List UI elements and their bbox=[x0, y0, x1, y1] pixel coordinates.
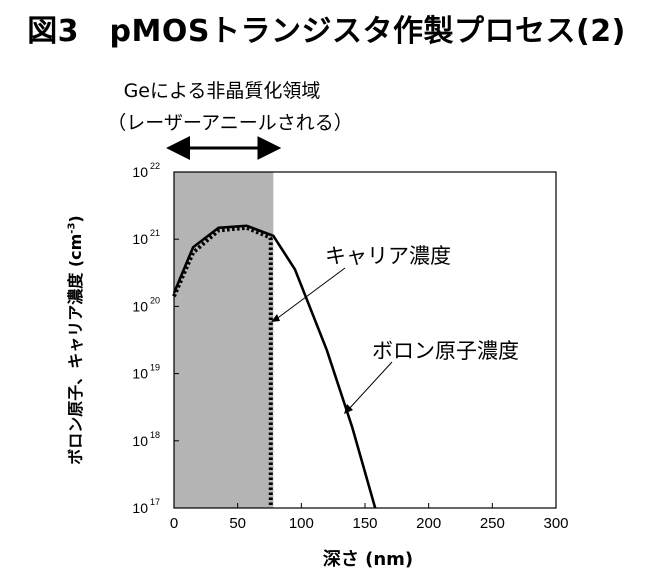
series-carrier-line bbox=[172, 225, 273, 508]
y-tick-label: 10 bbox=[132, 500, 148, 516]
y-tick-label: 10 bbox=[132, 164, 148, 180]
carrier-leader-line bbox=[274, 267, 346, 321]
page-title: 図3 pMOSトランジスタ作製プロセス(2) bbox=[27, 14, 626, 49]
y-tick-label: 10 bbox=[132, 433, 148, 449]
carrier-series-label: キャリア濃度 bbox=[325, 244, 451, 268]
x-tick-label: 250 bbox=[480, 515, 505, 532]
boron-leader-line bbox=[347, 361, 393, 411]
y-tick-exponent: 19 bbox=[150, 363, 160, 373]
series-boron-line bbox=[172, 224, 377, 509]
annotation-line-2: （レーザーアニールされる） bbox=[107, 112, 353, 134]
x-tick-group: 0 50 100 150 200 250 300 bbox=[170, 503, 569, 532]
annotation-line-1: Geによる非晶質化領域 bbox=[123, 80, 321, 102]
y-tick-label: 10 bbox=[132, 231, 148, 247]
y-tick-exponent: 18 bbox=[150, 430, 160, 440]
y-axis-label: ボロン原子、キャリア濃度 (cm-3) bbox=[66, 215, 85, 465]
x-axis-label: 深さ (nm) bbox=[322, 549, 414, 570]
boron-leader-arrowhead bbox=[344, 404, 353, 414]
x-tick-label: 100 bbox=[289, 515, 314, 532]
x-tick-label: 150 bbox=[352, 515, 377, 532]
y-tick-label: 10 bbox=[132, 366, 148, 382]
y-tick-exponent: 22 bbox=[150, 161, 160, 171]
x-tick-label: 300 bbox=[543, 515, 568, 532]
boron-series-label: ボロン原子濃度 bbox=[372, 339, 519, 363]
x-tick-label: 50 bbox=[229, 515, 246, 532]
shaded-region bbox=[174, 172, 274, 508]
y-tick-exponent: 20 bbox=[150, 295, 160, 305]
x-tick-label: 0 bbox=[170, 515, 178, 532]
y-tick-label: 10 bbox=[132, 298, 148, 314]
carrier-leader-arrowhead bbox=[271, 314, 280, 322]
x-tick-label: 200 bbox=[416, 515, 441, 532]
y-tick-exponent: 17 bbox=[150, 497, 160, 507]
y-tick-exponent: 21 bbox=[150, 228, 160, 238]
